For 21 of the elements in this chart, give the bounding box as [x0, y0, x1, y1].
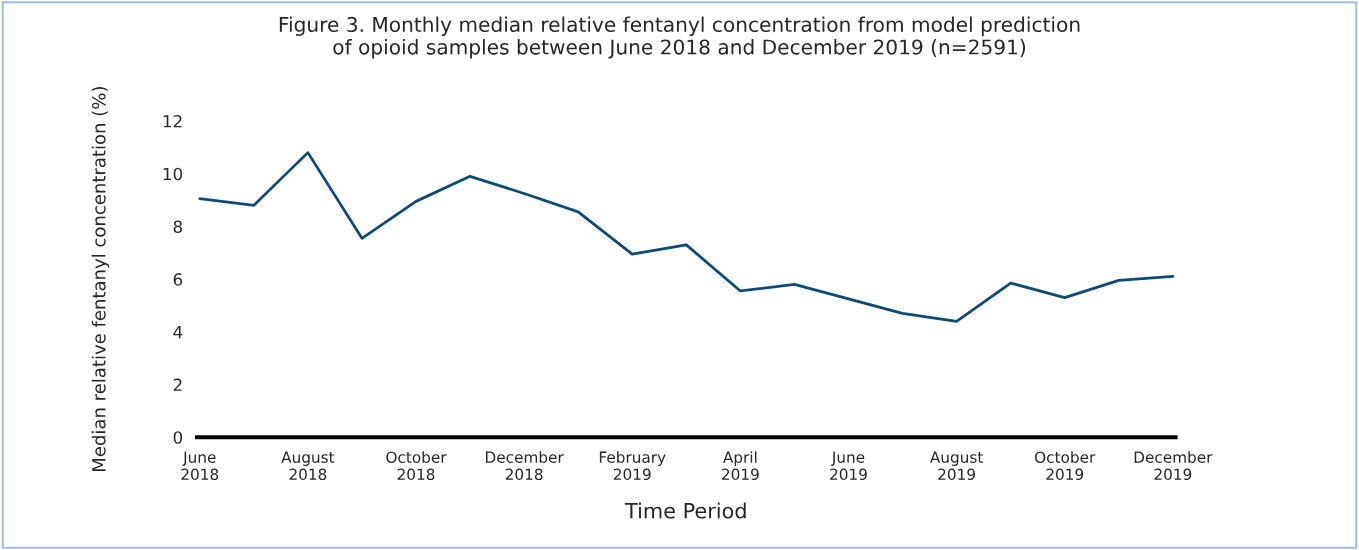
- x-tick-label: June 2019: [830, 451, 867, 481]
- chart-title: Figure 3. Monthly median relative fentanyl concentration from model prediction of opioid samples between June 2018 and December 2019 (n=2591): [279, 16, 1080, 59]
- y-tick-label: 8: [173, 220, 183, 233]
- y-tick-label: 0: [173, 431, 183, 444]
- y-tick-label: 10: [163, 167, 183, 181]
- x-tick-label: December 2019: [1134, 451, 1213, 481]
- x-tick-label: April 2019: [722, 451, 759, 481]
- x-tick-label: December 2018: [486, 451, 564, 481]
- x-axis-title: Time Period: [624, 502, 746, 519]
- y-axis-title: Median relative fentanyl concentration (%): [91, 87, 110, 471]
- x-tick-label: October 2018: [386, 451, 447, 481]
- y-tick-label: 6: [173, 273, 183, 286]
- x-tick-label: February 2019: [599, 451, 666, 481]
- x-tick-label: October 2019: [1035, 451, 1096, 481]
- y-tick-label: 4: [173, 326, 183, 339]
- x-tick-label: August 2019: [929, 451, 983, 481]
- line-series: [198, 151, 1175, 323]
- x-tick-label: August 2018: [281, 451, 335, 481]
- x-tick-label: June 2018: [181, 451, 219, 481]
- y-tick-label: 12: [163, 114, 182, 128]
- y-tick-label: 2: [173, 378, 182, 391]
